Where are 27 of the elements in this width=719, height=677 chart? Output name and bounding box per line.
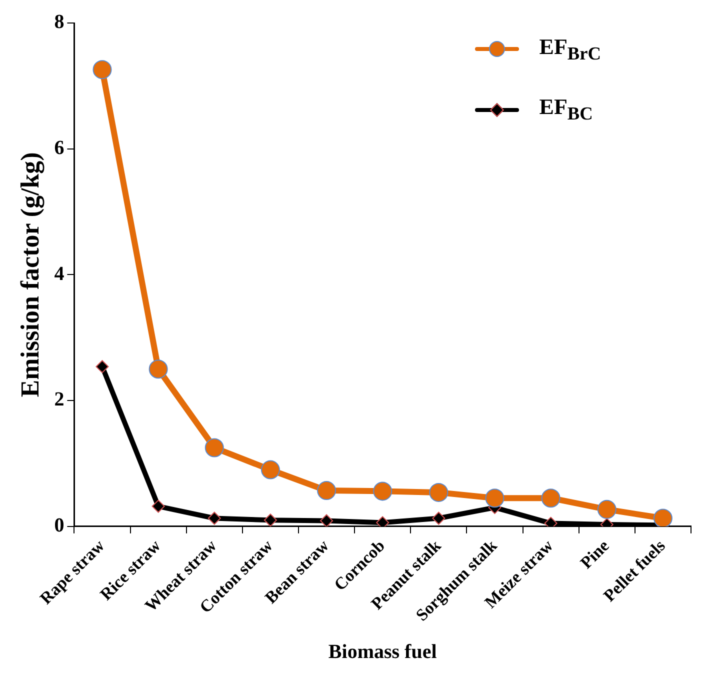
legend-label: EF$_{BC}$ [539, 94, 593, 125]
point [96, 360, 109, 374]
point [204, 438, 224, 458]
point [541, 488, 560, 508]
point [264, 514, 277, 526]
y-tick-label: 0 [54, 514, 64, 537]
point [597, 500, 616, 519]
x-tick-label: Pine [576, 536, 614, 572]
point [208, 512, 221, 525]
legend-label: EF$_{BrC}$ [539, 34, 601, 64]
y-tick-label: 8 [54, 11, 64, 34]
point [432, 512, 446, 525]
point [485, 488, 504, 508]
y-tick-label: 2 [54, 388, 64, 411]
point [260, 460, 280, 480]
point [373, 482, 392, 501]
point [148, 360, 168, 379]
y-tick-label: 4 [54, 262, 64, 285]
y-tick-label: 6 [54, 137, 64, 160]
point [92, 60, 112, 80]
point [653, 508, 672, 526]
point [317, 481, 336, 500]
y-axis-title: Emission factor (g/kg) [15, 152, 44, 398]
point [320, 514, 334, 526]
point [429, 482, 448, 502]
point [152, 500, 165, 513]
x-axis-title: Biomass fuel [328, 641, 438, 664]
